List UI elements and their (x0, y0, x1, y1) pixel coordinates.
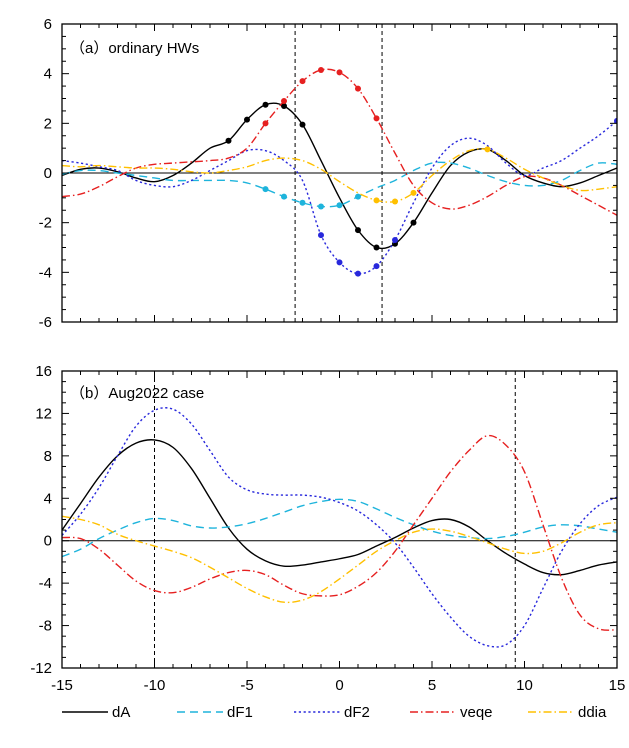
panel-a: -6 -4 -2 0 2 4 6 （a）ordinary HWs (39, 16, 618, 331)
legend-label-dF2: dF2 (344, 704, 370, 721)
y-tick-label: 8 (44, 448, 52, 465)
panel-b-axes: -12 -8 -4 0 4 8 12 16 -15 -10 -5 0 5 10 15 (30, 363, 625, 694)
x-tick-label: -5 (240, 677, 253, 694)
panel-a-reference-lines (62, 24, 617, 322)
series-line-veqe (62, 68, 617, 216)
series-line-dF1 (62, 161, 617, 208)
y-tick-label: 6 (44, 16, 52, 33)
legend-label-dF1: dF1 (227, 704, 253, 721)
x-tick-label: -10 (144, 677, 166, 694)
marker-dA (244, 116, 250, 123)
x-tick-label: 15 (609, 677, 626, 694)
x-tick-label: 10 (516, 677, 533, 694)
marker-ddia (484, 146, 491, 153)
marker-dA (299, 121, 306, 128)
y-tick-label: -4 (39, 264, 52, 281)
panel-b-series (62, 407, 617, 648)
marker-veqe (373, 115, 380, 122)
marker-dF1 (318, 203, 324, 210)
y-tick-label: -6 (39, 314, 52, 331)
y-tick-label: 4 (44, 66, 52, 83)
series-line-dA (62, 439, 617, 576)
marker-ddia (373, 197, 380, 204)
legend-label-veqe: veqe (460, 704, 493, 721)
marker-dF2 (355, 270, 361, 277)
marker-dF1 (262, 186, 269, 193)
y-tick-label: 2 (44, 115, 52, 132)
marker-dA (410, 219, 417, 226)
y-tick-label: 4 (44, 490, 52, 507)
marker-dA (225, 137, 232, 144)
y-tick-label: -2 (39, 215, 52, 232)
marker-veqe (355, 85, 361, 92)
marker-ddia (410, 189, 417, 196)
y-tick-label: 0 (44, 533, 52, 550)
y-tick-label: -4 (39, 575, 52, 592)
marker-dF1 (336, 202, 343, 209)
y-tick-label: 0 (44, 165, 52, 182)
legend-label-dA: dA (112, 704, 130, 721)
marker-dF1 (281, 193, 287, 200)
panel-b-title: （b）Aug2022 case (70, 385, 204, 402)
series-line-dF2 (62, 407, 617, 648)
marker-dA (281, 102, 287, 109)
marker-dF1 (355, 193, 361, 200)
marker-dA (262, 101, 269, 108)
panel-a-axes: -6 -4 -2 0 2 4 6 (39, 16, 618, 331)
panel-b-reference-lines (62, 371, 617, 668)
marker-dF2 (336, 259, 343, 266)
marker-veqe (318, 66, 324, 73)
y-tick-label: -12 (30, 660, 52, 677)
legend-label-ddia: ddia (578, 704, 607, 721)
panel-b: -12 -8 -4 0 4 8 12 16 -15 -10 -5 0 5 10 15 （b）Aug2022 … (30, 363, 625, 694)
marker-ddia (392, 198, 398, 205)
y-tick-label: 16 (35, 363, 52, 380)
series-line-dF1 (62, 498, 617, 558)
y-tick-label: -8 (39, 618, 52, 635)
legend: dA dF1 dF2 veqe ddia (62, 704, 607, 721)
marker-veqe (281, 97, 287, 104)
panel-a-title: （a）ordinary HWs (70, 40, 199, 57)
marker-dF2 (318, 232, 324, 239)
marker-veqe (262, 120, 269, 127)
series-line-ddia (62, 515, 617, 604)
series-line-veqe (62, 434, 617, 631)
y-tick-label: 12 (35, 405, 52, 422)
marker-dA (373, 244, 380, 251)
panel-a-series (62, 66, 617, 277)
x-tick-label: 5 (428, 677, 436, 694)
marker-dF2 (373, 263, 380, 270)
marker-veqe (299, 78, 306, 85)
x-tick-label: 0 (335, 677, 343, 694)
marker-veqe (336, 69, 343, 76)
series-line-ddia (62, 148, 617, 203)
marker-dF2 (392, 237, 398, 244)
marker-dA (355, 227, 361, 234)
x-tick-label: -15 (51, 677, 73, 694)
marker-dF1 (299, 199, 306, 206)
marker-dF2 (614, 117, 617, 124)
